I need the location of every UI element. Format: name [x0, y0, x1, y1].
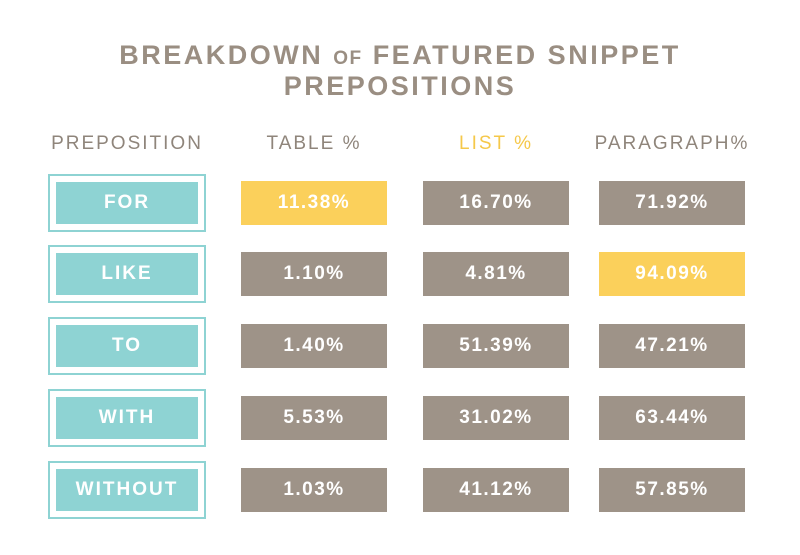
row-label: TO [56, 325, 198, 367]
value-cell: 57.85% [599, 468, 745, 512]
row-label-frame: LIKE [48, 245, 206, 303]
value-cell: 4.81% [423, 252, 569, 296]
chart-title: BREAKDOWN OF FEATURED SNIPPET PREPOSITIO… [0, 40, 800, 102]
value-cell: 1.40% [241, 324, 387, 368]
value-cell: 41.12% [423, 468, 569, 512]
title-rest: FEATURED SNIPPET PREPOSITIONS [283, 40, 681, 101]
value-cell: 16.70% [423, 181, 569, 225]
value-cell: 1.10% [241, 252, 387, 296]
column-header: TABLE % [266, 133, 362, 154]
value-cell: 94.09% [599, 252, 745, 296]
column-header: PREPOSITION [51, 133, 203, 154]
row-label-frame: WITH [48, 389, 206, 447]
value-cell: 63.44% [599, 396, 745, 440]
column-header: PARAGRAPH% [594, 133, 750, 154]
value-cell: 71.92% [599, 181, 745, 225]
value-cell: 47.21% [599, 324, 745, 368]
row-label: FOR [56, 182, 198, 224]
value-cell: 31.02% [423, 396, 569, 440]
row-label-frame: FOR [48, 174, 206, 232]
title-connector: OF [333, 48, 363, 69]
title-main: BREAKDOWN [119, 40, 324, 70]
value-cell: 5.53% [241, 396, 387, 440]
row-label-frame: WITHOUT [48, 461, 206, 519]
row-label-frame: TO [48, 317, 206, 375]
value-cell: 1.03% [241, 468, 387, 512]
row-label: WITHOUT [56, 469, 198, 511]
value-cell: 11.38% [241, 181, 387, 225]
row-label: WITH [56, 397, 198, 439]
value-cell: 51.39% [423, 324, 569, 368]
column-header: LIST % [459, 133, 533, 154]
row-label: LIKE [56, 253, 198, 295]
